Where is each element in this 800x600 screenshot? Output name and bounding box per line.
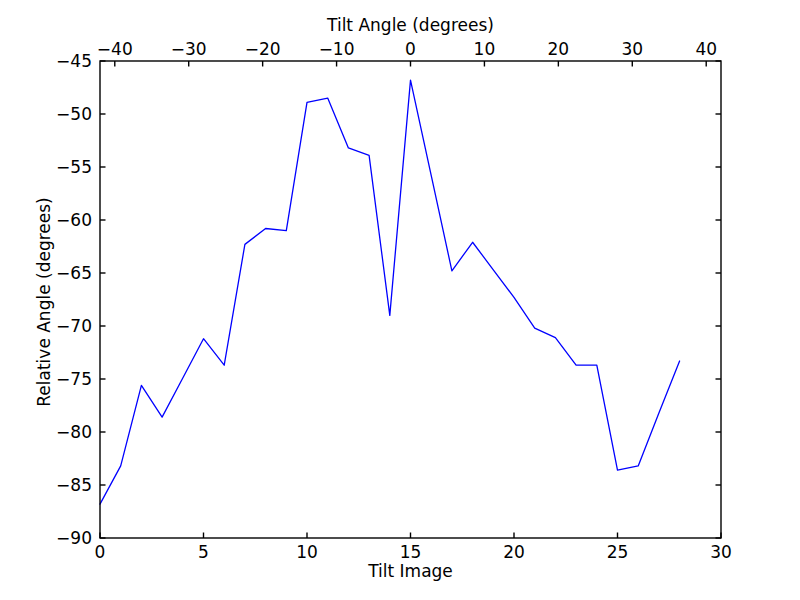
axes-frame: [100, 61, 721, 538]
y-tick-label: −85: [56, 475, 92, 495]
y-tick-label: −50: [56, 104, 92, 124]
y-tick-label: −80: [56, 422, 92, 442]
left-axis-title: Relative Angle (degrees): [34, 197, 54, 406]
x-tick-label: 30: [710, 542, 732, 562]
y-tick-label: −75: [56, 369, 92, 389]
top-tick-label: −20: [245, 39, 281, 59]
top-tick-label: 0: [405, 39, 416, 59]
top-axis-title: Tilt Angle (degrees): [326, 15, 494, 35]
top-tick-label: 40: [695, 39, 717, 59]
x-tick-label: 15: [400, 542, 422, 562]
top-tick-label: −40: [97, 39, 133, 59]
x-tick-label: 10: [296, 542, 318, 562]
y-tick-label: −65: [56, 263, 92, 283]
top-tick-label: 30: [621, 39, 643, 59]
y-tick-label: −70: [56, 316, 92, 336]
bottom-axis-title: Tilt Image: [367, 561, 453, 581]
x-tick-label: 5: [198, 542, 209, 562]
y-tick-label: −45: [56, 51, 92, 71]
y-tick-label: −60: [56, 210, 92, 230]
data-line: [100, 80, 680, 504]
top-tick-label: 10: [474, 39, 496, 59]
plot-generated-content: 0 5 10 15 20 25 30 −40 −30 −20 −10 0 10 20 30 40 −45 −50 −…: [56, 39, 732, 562]
y-tick-label: −55: [56, 157, 92, 177]
x-tick-label: 0: [95, 542, 106, 562]
x-tick-label: 25: [607, 542, 629, 562]
x-tick-label: 20: [503, 542, 525, 562]
y-tick-label: −90: [56, 528, 92, 548]
line-chart: 0 5 10 15 20 25 30 −40 −30 −20 −10 0 10 20 30 40 −45 −50 −…: [0, 0, 800, 600]
top-tick-label: 20: [548, 39, 570, 59]
chart-figure: 0 5 10 15 20 25 30 −40 −30 −20 −10 0 10 20 30 40 −45 −50 −…: [0, 0, 800, 600]
top-tick-label: −30: [171, 39, 207, 59]
top-tick-label: −10: [319, 39, 355, 59]
